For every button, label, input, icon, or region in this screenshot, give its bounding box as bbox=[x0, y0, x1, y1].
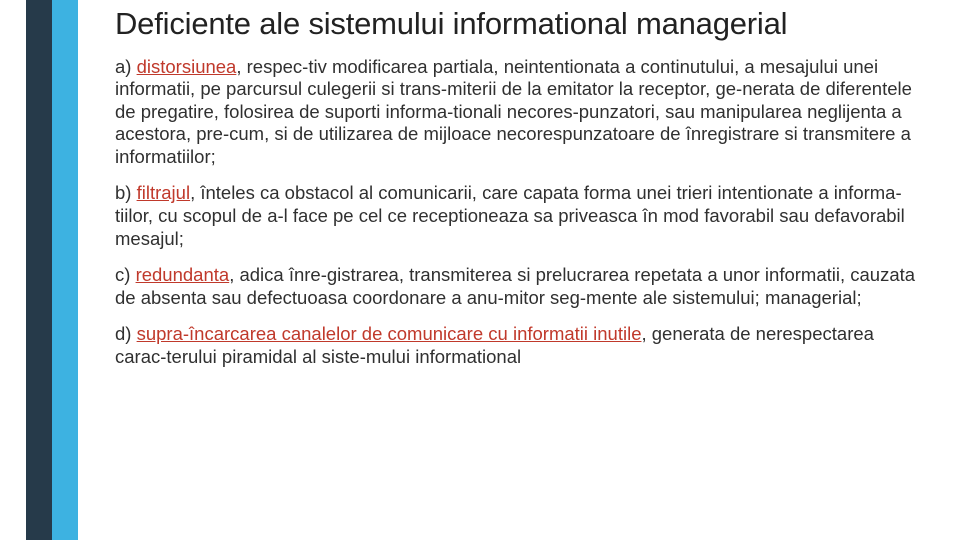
left-stripe-light bbox=[52, 0, 78, 540]
item-c-keyword: redundanta bbox=[136, 264, 230, 285]
item-c-rest: , adica înre-gistrarea, transmiterea si … bbox=[115, 264, 915, 308]
item-a-keyword: distorsiunea bbox=[137, 56, 237, 77]
item-d-keyword: supra-încarcarea canalelor de comunicare… bbox=[137, 323, 642, 344]
item-a: a) distorsiunea, respec-tiv modificarea … bbox=[115, 56, 920, 169]
item-a-prefix: a) bbox=[115, 56, 137, 77]
slide-content: Deficiente ale sistemului informational … bbox=[115, 6, 920, 382]
item-b: b) filtrajul, înteles ca obstacol al com… bbox=[115, 182, 920, 250]
item-b-keyword: filtrajul bbox=[137, 182, 190, 203]
item-b-rest: , înteles ca obstacol al comunicarii, ca… bbox=[115, 182, 905, 248]
item-c-prefix: c) bbox=[115, 264, 136, 285]
left-stripe-dark bbox=[26, 0, 52, 540]
item-d: d) supra-încarcarea canalelor de comunic… bbox=[115, 323, 920, 368]
item-d-prefix: d) bbox=[115, 323, 137, 344]
slide-title: Deficiente ale sistemului informational … bbox=[115, 6, 920, 42]
item-c: c) redundanta, adica înre-gistrarea, tra… bbox=[115, 264, 920, 309]
item-b-prefix: b) bbox=[115, 182, 137, 203]
